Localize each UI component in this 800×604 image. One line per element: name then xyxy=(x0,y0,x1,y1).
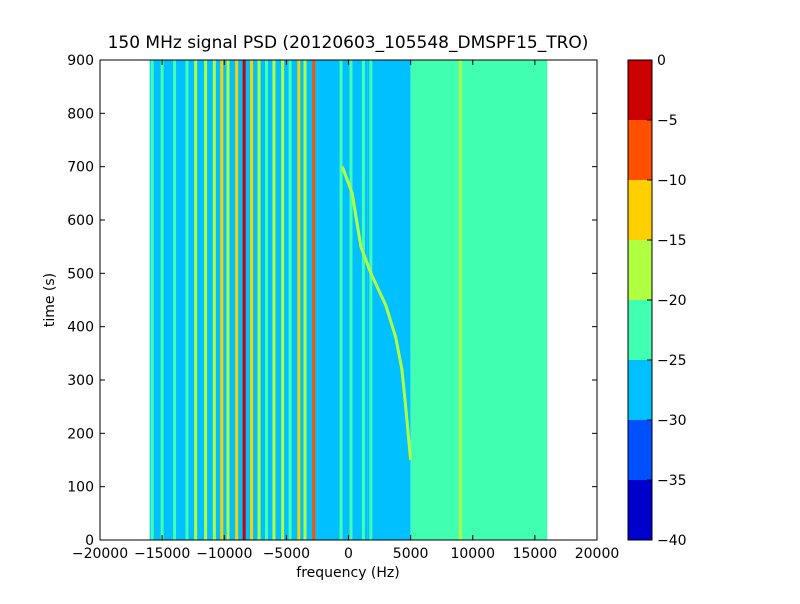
y-tick-label: 800 xyxy=(67,106,94,122)
signal-trace xyxy=(340,166,413,461)
heatmap-line xyxy=(204,60,208,540)
colorbar-tick-label: 0 xyxy=(657,53,666,69)
colorbar-segment xyxy=(628,360,652,420)
x-tick-label: −20000 xyxy=(72,546,128,562)
x-tick-label: −5000 xyxy=(263,546,310,562)
colorbar-segment xyxy=(628,240,652,300)
heatmap-line xyxy=(458,60,462,540)
heatmap-line xyxy=(194,60,198,540)
y-tick-label: 300 xyxy=(67,373,94,389)
y-tick-label: 400 xyxy=(67,320,94,336)
colorbar-segment xyxy=(628,60,652,120)
colorbar-segment xyxy=(628,120,652,180)
chart-title: 150 MHz signal PSD (20120603_105548_DMSP… xyxy=(108,33,589,53)
y-axis-label: time (s) xyxy=(42,273,58,327)
colorbar: 0 −5 −10 −15 −20 −25 −30 −35 −40 xyxy=(627,53,687,549)
heatmap-layer xyxy=(149,60,548,540)
y-tick-label: 100 xyxy=(67,480,94,496)
x-axis-label: frequency (Hz) xyxy=(296,565,399,581)
colorbar-tick-label: −35 xyxy=(657,473,687,489)
heatmap-line xyxy=(281,60,285,540)
x-tick-label: 20000 xyxy=(575,546,620,562)
heatmap-line xyxy=(257,60,261,540)
colorbar-tick-label: −10 xyxy=(657,173,687,189)
heatmap-line xyxy=(312,60,316,540)
colorbar-segments xyxy=(628,60,652,540)
colorbar-tick-label: −25 xyxy=(657,353,687,369)
heatmap-line xyxy=(339,60,343,540)
heatmap-line xyxy=(349,60,353,540)
heatmap-line xyxy=(361,60,365,540)
y-tick-label: 500 xyxy=(67,266,94,282)
heatmap-line xyxy=(297,60,301,540)
colorbar-segment xyxy=(628,420,652,480)
colorbar-tick-label: −30 xyxy=(657,413,687,429)
x-axis-ticks: −20000 −15000 −10000 −5000 0 5000 10000 15000 20… xyxy=(72,60,619,562)
heatmap-line xyxy=(264,60,268,540)
heatmap-line xyxy=(250,60,254,540)
heatmap-line xyxy=(303,60,307,540)
heatmap-line xyxy=(235,60,239,540)
heatmap-line xyxy=(226,60,230,540)
heatmap-line xyxy=(220,60,224,540)
heatmap-line xyxy=(483,60,487,540)
colorbar-tick-label: −15 xyxy=(657,233,687,249)
heatmap-line xyxy=(173,60,177,540)
x-tick-label: 5000 xyxy=(393,546,429,562)
colorbar-segment xyxy=(628,300,652,360)
heatmap-line xyxy=(150,60,154,540)
y-tick-label: 700 xyxy=(67,160,94,176)
heatmap-line xyxy=(212,60,216,540)
heatmap-region xyxy=(410,60,548,540)
colorbar-ticks: 0 −5 −10 −15 −20 −25 −30 −35 −40 xyxy=(647,53,687,549)
heatmap-line xyxy=(160,60,164,540)
colorbar-tick-label: −20 xyxy=(657,293,687,309)
y-tick-label: 200 xyxy=(67,426,94,442)
heatmap-line xyxy=(288,60,292,540)
heatmap-line xyxy=(369,60,373,540)
x-tick-label: 0 xyxy=(344,546,353,562)
y-tick-label: 600 xyxy=(67,213,94,229)
x-tick-label: −10000 xyxy=(196,546,252,562)
colorbar-tick-label: −40 xyxy=(657,533,687,549)
y-axis-ticks: 0 100 200 300 400 500 600 700 800 900 xyxy=(67,53,597,549)
y-tick-label: 900 xyxy=(67,53,94,69)
x-tick-label: −15000 xyxy=(134,546,190,562)
x-tick-label: 15000 xyxy=(513,546,558,562)
colorbar-segment xyxy=(628,480,652,540)
heatmap-line xyxy=(272,60,276,540)
colorbar-tick-label: −5 xyxy=(657,113,678,129)
colorbar-segment xyxy=(628,180,652,240)
plot-area: −20000 −15000 −10000 −5000 0 5000 10000 15000 20… xyxy=(67,53,619,562)
x-tick-label: 10000 xyxy=(450,546,495,562)
heatmap-line xyxy=(185,60,189,540)
heatmap-line xyxy=(242,60,246,540)
y-tick-label: 0 xyxy=(85,533,94,549)
heatmap-region xyxy=(367,60,411,540)
